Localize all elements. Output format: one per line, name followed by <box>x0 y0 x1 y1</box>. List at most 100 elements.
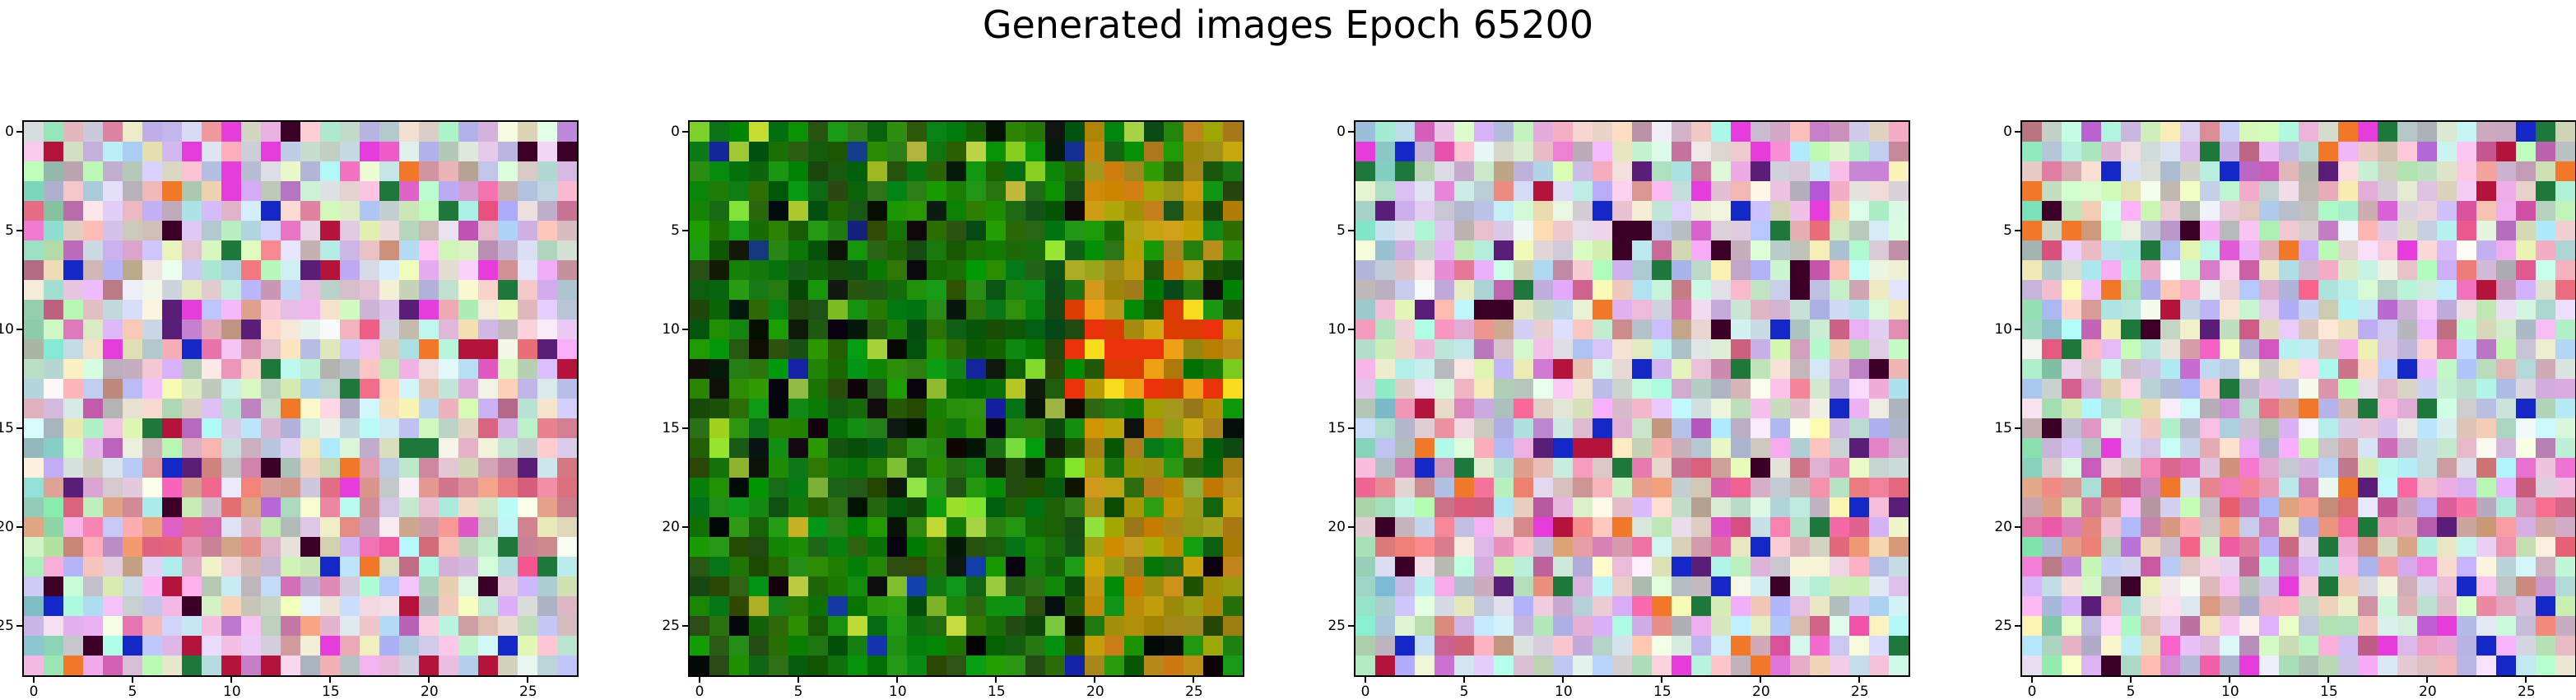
y-tick-label: 25 <box>662 618 680 634</box>
x-tick-label: 15 <box>988 684 1006 700</box>
x-tick-mark <box>2327 677 2329 683</box>
y-tick-mark <box>16 625 22 627</box>
x-tick-mark <box>329 677 331 683</box>
x-tick-label: 15 <box>1653 684 1672 700</box>
image-panel-4: 0 5 10 15 20 25 0 5 10 15 20 25 <box>1994 120 2576 699</box>
x-tick-label: 25 <box>1851 684 1869 700</box>
x-tick-mark <box>1365 677 1366 683</box>
x-tick-mark <box>2229 677 2230 683</box>
x-tick-label: 10 <box>889 684 907 700</box>
x-tick-label: 10 <box>223 684 241 700</box>
y-tick-label: 20 <box>1994 519 2012 535</box>
x-tick-mark <box>2525 677 2527 683</box>
y-tick-mark <box>682 131 688 133</box>
x-tick-label: 5 <box>128 684 137 700</box>
x-tick-mark <box>1193 677 1194 683</box>
x-tick-mark <box>896 677 898 683</box>
x-tick-mark <box>132 677 133 683</box>
y-tick-label: 15 <box>0 420 14 436</box>
y-tick-mark <box>16 131 22 133</box>
x-tick-mark <box>2031 677 2033 683</box>
x-tick-mark <box>1562 677 1564 683</box>
y-tick-label: 0 <box>671 124 680 140</box>
x-tick-label: 25 <box>2518 684 2536 700</box>
y-tick-mark <box>682 329 688 330</box>
x-tick-label: 20 <box>1752 684 1770 700</box>
y-tick-mark <box>1348 427 1354 429</box>
y-tick-mark <box>16 526 22 528</box>
x-tick-mark <box>1463 677 1465 683</box>
generated-image-2 <box>690 122 1243 675</box>
y-tick-label: 10 <box>1328 321 1346 338</box>
y-tick-label: 20 <box>1328 519 1346 535</box>
image-panel-3: 0 5 10 15 20 25 0 5 10 15 20 25 <box>1328 120 1910 699</box>
y-tick-label: 15 <box>1328 420 1346 436</box>
y-tick-label: 0 <box>5 124 14 140</box>
generated-image-1 <box>24 122 577 675</box>
generated-image-3 <box>1355 122 1909 675</box>
x-tick-label: 5 <box>793 684 803 700</box>
y-tick-label: 10 <box>0 321 14 338</box>
y-tick-mark <box>682 625 688 627</box>
y-tick-mark <box>1348 526 1354 528</box>
x-tick-mark <box>428 677 430 683</box>
x-tick-mark <box>2426 677 2428 683</box>
y-tick-label: 10 <box>662 321 680 338</box>
y-tick-label: 5 <box>2003 222 2012 239</box>
x-tick-label: 15 <box>2320 684 2338 700</box>
y-tick-label: 0 <box>1337 124 1346 140</box>
x-tick-mark <box>699 677 700 683</box>
y-tick-label: 20 <box>662 519 680 535</box>
y-tick-mark <box>1348 230 1354 231</box>
y-tick-mark <box>16 230 22 231</box>
x-tick-label: 25 <box>1185 684 1203 700</box>
x-tick-mark <box>1661 677 1662 683</box>
y-tick-label: 20 <box>0 519 14 535</box>
x-tick-mark <box>230 677 232 683</box>
y-tick-mark <box>2015 131 2020 133</box>
y-tick-mark <box>2015 427 2020 429</box>
y-tick-mark <box>1348 131 1354 133</box>
image-panel-2: 0 5 10 15 20 25 0 5 10 15 20 25 <box>662 120 1244 699</box>
x-tick-label: 20 <box>421 684 439 700</box>
y-tick-mark <box>682 230 688 231</box>
y-tick-mark <box>16 427 22 429</box>
x-tick-label: 20 <box>1086 684 1104 700</box>
x-tick-label: 5 <box>2126 684 2136 700</box>
y-tick-label: 0 <box>2003 124 2012 140</box>
y-tick-mark <box>682 427 688 429</box>
x-tick-label: 0 <box>2027 684 2037 700</box>
x-tick-mark <box>1858 677 1860 683</box>
x-tick-mark <box>2130 677 2132 683</box>
y-tick-mark <box>2015 625 2020 627</box>
y-tick-label: 25 <box>1994 618 2012 634</box>
y-tick-mark <box>16 329 22 330</box>
y-tick-label: 5 <box>671 222 680 239</box>
x-tick-label: 0 <box>695 684 704 700</box>
y-tick-label: 10 <box>1994 321 2012 338</box>
x-tick-label: 0 <box>29 684 39 700</box>
x-tick-mark <box>33 677 35 683</box>
y-tick-label: 5 <box>5 222 14 239</box>
y-tick-mark <box>1348 625 1354 627</box>
x-tick-label: 15 <box>322 684 340 700</box>
figure-title: Generated images Epoch 65200 <box>982 2 1594 47</box>
x-tick-mark <box>1094 677 1095 683</box>
x-tick-label: 0 <box>1360 684 1370 700</box>
x-tick-label: 5 <box>1459 684 1469 700</box>
y-tick-mark <box>682 526 688 528</box>
y-tick-label: 15 <box>662 420 680 436</box>
x-tick-mark <box>527 677 528 683</box>
y-tick-label: 5 <box>1337 222 1346 239</box>
y-tick-mark <box>1348 329 1354 330</box>
x-tick-mark <box>1760 677 1761 683</box>
y-tick-mark <box>2015 526 2020 528</box>
x-tick-mark <box>995 677 997 683</box>
x-tick-label: 10 <box>2221 684 2239 700</box>
y-tick-label: 25 <box>0 618 14 634</box>
y-tick-label: 15 <box>1994 420 2012 436</box>
x-tick-label: 25 <box>519 684 537 700</box>
y-tick-mark <box>2015 230 2020 231</box>
y-tick-label: 25 <box>1328 618 1346 634</box>
generated-image-4 <box>2022 122 2575 675</box>
